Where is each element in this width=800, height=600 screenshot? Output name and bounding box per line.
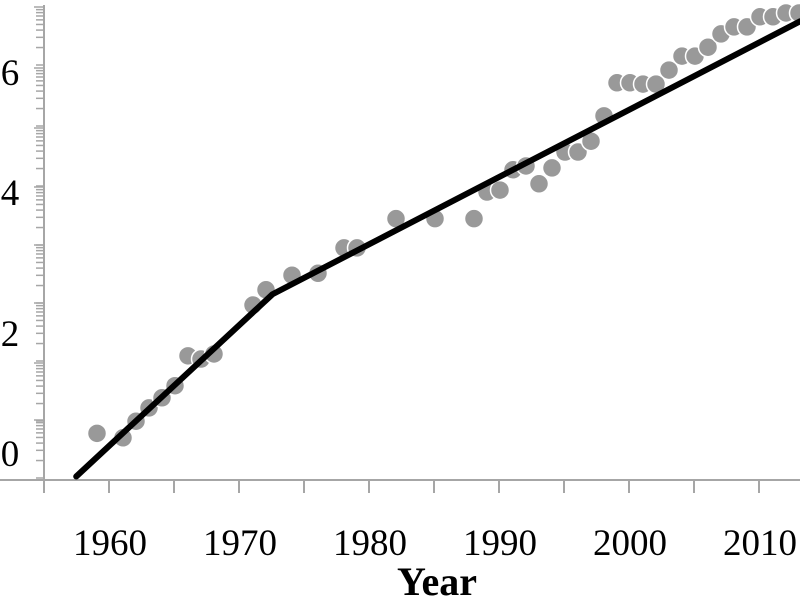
data-point bbox=[112, 427, 134, 449]
y-tick-label: 0 bbox=[1, 434, 20, 475]
data-point bbox=[463, 208, 485, 229]
y-tick-labels: 0 2 4 6 bbox=[1, 53, 20, 475]
data-point bbox=[541, 157, 563, 179]
data-point bbox=[528, 173, 550, 195]
data-point bbox=[658, 59, 680, 81]
data-point bbox=[489, 179, 511, 201]
x-tick-label: 1980 bbox=[333, 523, 407, 564]
data-point bbox=[86, 423, 108, 444]
x-axis-ticks bbox=[43, 480, 760, 493]
x-tick-label: 1970 bbox=[203, 523, 277, 564]
x-tick-label: 2000 bbox=[593, 523, 667, 564]
x-tick-label: 2010 bbox=[723, 523, 797, 564]
y-axis-ticks bbox=[34, 6, 44, 479]
data-point bbox=[697, 36, 719, 58]
y-tick-label: 2 bbox=[1, 314, 20, 355]
fit-line bbox=[73, 18, 800, 480]
x-axis-title: Year bbox=[397, 559, 477, 600]
y-tick-label: 6 bbox=[1, 53, 20, 94]
x-tick-label: 1960 bbox=[73, 523, 147, 564]
data-points bbox=[86, 2, 800, 449]
x-tick-labels: 1960 1970 1980 1990 2000 2010 bbox=[73, 523, 797, 564]
x-tick-label: 1990 bbox=[463, 523, 537, 564]
y-tick-label: 4 bbox=[1, 173, 20, 214]
